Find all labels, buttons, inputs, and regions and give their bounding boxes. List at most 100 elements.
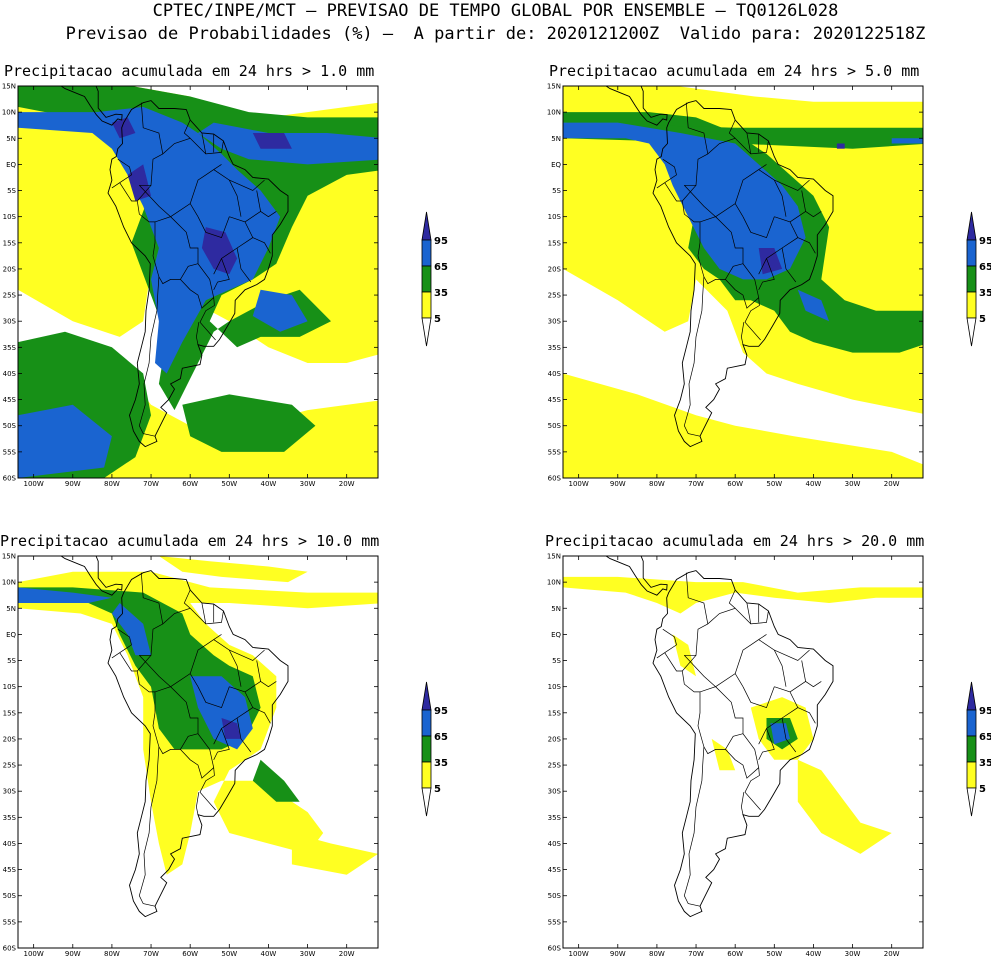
country-border: [252, 237, 271, 254]
lat-tick-label: 30S: [3, 318, 17, 326]
colorbar-label: 65: [979, 262, 991, 273]
lon-tick-label: 50W: [766, 480, 782, 488]
country-border: [152, 691, 199, 755]
lon-tick-label: 70W: [688, 950, 704, 957]
lat-tick-label: 5S: [7, 657, 16, 665]
colorbar-segment: [421, 735, 432, 763]
country-border: [229, 179, 265, 191]
lon-tick-label: 40W: [261, 480, 277, 488]
lat-tick-label: 15N: [547, 83, 561, 91]
colorbar-label: 35: [979, 758, 991, 769]
lat-tick-label: 55S: [3, 918, 17, 926]
lat-tick-label: 40S: [548, 370, 562, 378]
lon-tick-label: 80W: [649, 950, 665, 957]
country-border: [119, 652, 138, 672]
country-border: [774, 649, 810, 661]
colorbar-label: 95: [979, 236, 991, 247]
lat-tick-label: 5N: [551, 135, 561, 143]
figure-title-line2: Previsao de Probabilidades (%) — A parti…: [65, 24, 926, 44]
colorbar-top-arrow: [421, 681, 432, 711]
lon-tick-label: 80W: [104, 480, 120, 488]
map-frame: [562, 85, 924, 479]
lat-tick-label: 35S: [548, 344, 562, 352]
lat-tick-label: 60S: [3, 945, 17, 953]
lat-tick-label: 20S: [3, 735, 17, 743]
country-border: [256, 190, 261, 212]
lat-tick-label: 30S: [548, 318, 562, 326]
colorbar-bottom-arrow: [421, 317, 432, 347]
lat-tick-label: 10S: [548, 683, 562, 691]
panel4-colorbar: 95 65 35 5: [966, 681, 991, 817]
panel4-title: Precipitacao acumulada em 24 hrs > 20.0 …: [545, 532, 925, 550]
country-border: [213, 639, 242, 687]
country-border: [664, 652, 683, 672]
colorbar-segment: [966, 239, 977, 267]
prob-area-65: [18, 587, 112, 603]
country-border: [213, 258, 230, 290]
lon-tick-label: 50W: [221, 480, 237, 488]
lat-tick-label: 10S: [548, 213, 562, 221]
lat-tick-label: 45S: [3, 866, 17, 874]
lat-tick-label: 15S: [3, 709, 17, 717]
country-border: [656, 158, 677, 189]
lat-tick-label: 60S: [3, 475, 17, 483]
lon-tick-label: 90W: [610, 480, 626, 488]
country-border: [774, 179, 810, 191]
country-border: [140, 572, 164, 624]
country-border: [244, 210, 277, 223]
colorbar-label: 95: [434, 706, 448, 717]
lat-tick-label: 30S: [548, 788, 562, 796]
colorbar-segment: [966, 709, 977, 737]
lon-tick-label: 40W: [806, 950, 822, 957]
lon-tick-label: 60W: [727, 480, 743, 488]
lon-tick-label: 70W: [688, 480, 704, 488]
lat-tick-label: 45S: [548, 866, 562, 874]
lat-tick-label: 10N: [547, 109, 561, 117]
country-border: [252, 707, 271, 724]
lat-tick-label: 15S: [548, 709, 562, 717]
lat-tick-label: 50S: [3, 892, 17, 900]
country-border: [189, 634, 222, 674]
country-border: [684, 185, 716, 217]
country-border: [758, 686, 799, 745]
lat-tick-label: 5S: [552, 657, 561, 665]
colorbar-segment: [966, 291, 977, 319]
lon-tick-label: 80W: [104, 950, 120, 957]
country-border: [681, 655, 761, 811]
lat-tick-label: 50S: [548, 892, 562, 900]
lon-tick-label: 70W: [143, 480, 159, 488]
colorbar-label: 35: [979, 288, 991, 299]
prob-area-35: [252, 759, 300, 802]
country-border: [201, 132, 207, 154]
lon-tick-label: 30W: [845, 950, 861, 957]
country-border: [170, 203, 199, 217]
prob-area-95: [111, 117, 136, 139]
prob-area-65: [111, 603, 151, 656]
lat-tick-label: 15S: [548, 239, 562, 247]
colorbar-segment: [421, 709, 432, 737]
panel1-map: 15N 10N 5N EQ 5S 10S 15S 20S 25S 30S 35S 40S 45S 50S 5…: [2, 83, 379, 488]
lat-tick-label: EQ: [6, 161, 16, 169]
colorbar-label: 65: [434, 732, 448, 743]
lon-tick-label: 30W: [845, 480, 861, 488]
lat-tick-label: 35S: [3, 344, 17, 352]
lat-tick-label: 35S: [548, 814, 562, 822]
lon-tick-label: 30W: [300, 950, 316, 957]
lon-tick-label: 100W: [24, 950, 44, 957]
country-border: [797, 237, 816, 254]
lat-tick-label: 10N: [2, 579, 16, 587]
country-border: [136, 655, 216, 811]
prob-area-95: [221, 718, 241, 739]
country-border: [196, 322, 200, 345]
lon-tick-label: 70W: [143, 950, 159, 957]
country-border: [758, 639, 787, 687]
lat-tick-label: 40S: [548, 840, 562, 848]
country-border: [725, 279, 759, 309]
country-border: [139, 137, 224, 186]
country-border: [758, 258, 775, 290]
lat-tick-label: EQ: [551, 161, 561, 169]
colorbar-label: 5: [434, 314, 441, 325]
lat-tick-label: 10S: [3, 213, 17, 221]
lon-tick-label: 100W: [569, 950, 589, 957]
panel2-colorbar: 95 65 35 5: [966, 211, 991, 347]
